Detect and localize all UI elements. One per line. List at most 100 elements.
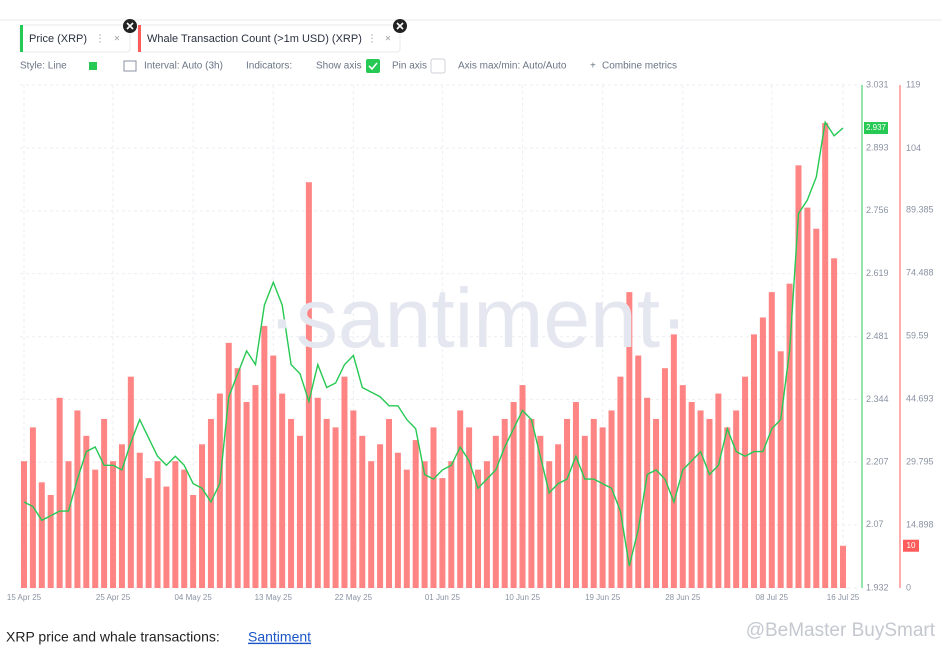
- bar: [83, 435, 90, 588]
- remove-icon: [126, 22, 134, 30]
- bar: [385, 418, 392, 588]
- y2-tick-label: 119: [906, 79, 920, 89]
- menu-icon[interactable]: ⋮: [367, 34, 377, 45]
- x-tick-label: 16 Jul 25: [827, 593, 860, 602]
- close-icon[interactable]: ×: [114, 34, 120, 45]
- bar: [47, 495, 54, 588]
- bar: [626, 292, 633, 588]
- show-axis-label[interactable]: Show axis: [316, 61, 362, 72]
- x-tick-label: 08 Jul 25: [756, 593, 789, 602]
- bar: [403, 469, 410, 588]
- bar: [207, 418, 214, 588]
- bar: [136, 452, 143, 588]
- bar: [599, 427, 606, 588]
- bar: [742, 376, 749, 588]
- y2-tick-label: 44.693: [906, 393, 934, 403]
- bar: [163, 486, 170, 588]
- bar: [101, 418, 108, 588]
- bar: [679, 385, 686, 588]
- bar: [653, 418, 660, 588]
- bar: [243, 402, 250, 588]
- bar: [56, 397, 63, 588]
- bar: [590, 418, 597, 588]
- bar: [332, 427, 339, 588]
- legend-entry[interactable]: Price (XRP): [29, 33, 87, 45]
- indicators-select[interactable]: Indicators:: [246, 61, 292, 72]
- bar: [483, 461, 490, 588]
- bar: [377, 444, 384, 588]
- combine-metrics[interactable]: Combine metrics: [602, 61, 677, 72]
- x-tick-label: 19 Jun 25: [585, 593, 621, 602]
- pin-axis-checkbox[interactable]: [430, 58, 446, 74]
- bar: [840, 545, 846, 588]
- menu-icon[interactable]: ⋮: [95, 34, 105, 45]
- bar: [181, 469, 188, 588]
- x-tick-label: 22 May 25: [335, 593, 373, 602]
- bar: [127, 376, 134, 588]
- bar: [412, 440, 419, 588]
- x-tick-label: 01 Jun 25: [425, 593, 461, 602]
- legend-entry[interactable]: Whale Transaction Count (>1m USD) (XRP): [147, 33, 362, 45]
- y2-tick-label: 29.795: [906, 456, 934, 466]
- bar: [314, 397, 321, 588]
- y-tick-label: 1.932: [866, 582, 889, 592]
- bar: [74, 410, 81, 588]
- x-tick-label: 10 Jun 25: [505, 593, 541, 602]
- x-tick-label: 28 Jun 25: [665, 593, 701, 602]
- bar: [394, 452, 401, 588]
- style-select[interactable]: Style: Line: [20, 61, 67, 72]
- bar: [118, 444, 125, 588]
- caption-link[interactable]: Santiment: [248, 629, 311, 645]
- interval-icon: [123, 60, 137, 72]
- bar: [635, 355, 642, 588]
- bar: [564, 418, 571, 588]
- bar: [492, 435, 499, 588]
- y-tick-label: 2.207: [866, 457, 889, 467]
- bar: [724, 427, 731, 588]
- bar: [368, 461, 375, 588]
- axis-minmax-select[interactable]: Axis max/min: Auto/Auto: [458, 61, 567, 72]
- bar: [38, 482, 45, 588]
- y-tick-label: 2.344: [866, 394, 889, 404]
- bar: [831, 258, 838, 588]
- bar: [65, 461, 72, 588]
- bar: [670, 334, 677, 588]
- bar: [715, 393, 722, 588]
- bar: [466, 427, 473, 588]
- bar: [795, 165, 802, 589]
- x-tick-label: 13 May 25: [255, 593, 293, 602]
- bar: [172, 461, 179, 588]
- bar: [199, 444, 206, 588]
- watermark: ·santiment·: [268, 271, 688, 365]
- bar: [234, 368, 241, 588]
- legend-swatch: [20, 25, 23, 52]
- bar: [804, 207, 811, 588]
- y2-tick-label: 74.488: [906, 268, 934, 278]
- bar: [546, 461, 553, 588]
- bar: [92, 469, 99, 588]
- bar: [813, 228, 820, 588]
- bar: [608, 410, 615, 588]
- bar: [697, 410, 704, 588]
- close-icon[interactable]: ×: [385, 34, 391, 45]
- bar: [519, 385, 526, 588]
- y-tick-label: 2.619: [866, 268, 889, 278]
- show-axis-checkbox[interactable]: [366, 59, 380, 73]
- bar: [21, 461, 27, 588]
- value-badge: [903, 539, 919, 552]
- bar: [768, 292, 775, 588]
- bar: [145, 478, 152, 588]
- y-tick-label: 3.031: [866, 79, 889, 89]
- pin-axis-label[interactable]: Pin axis: [392, 61, 427, 72]
- bar: [581, 435, 588, 588]
- interval-select[interactable]: Interval: Auto (3h): [144, 61, 223, 72]
- bar: [296, 435, 303, 588]
- color-picker[interactable]: [89, 62, 97, 70]
- bar: [216, 393, 223, 588]
- bar: [501, 418, 508, 588]
- bar: [110, 461, 117, 588]
- value-badge-label: 10: [907, 541, 916, 550]
- bar: [510, 402, 517, 588]
